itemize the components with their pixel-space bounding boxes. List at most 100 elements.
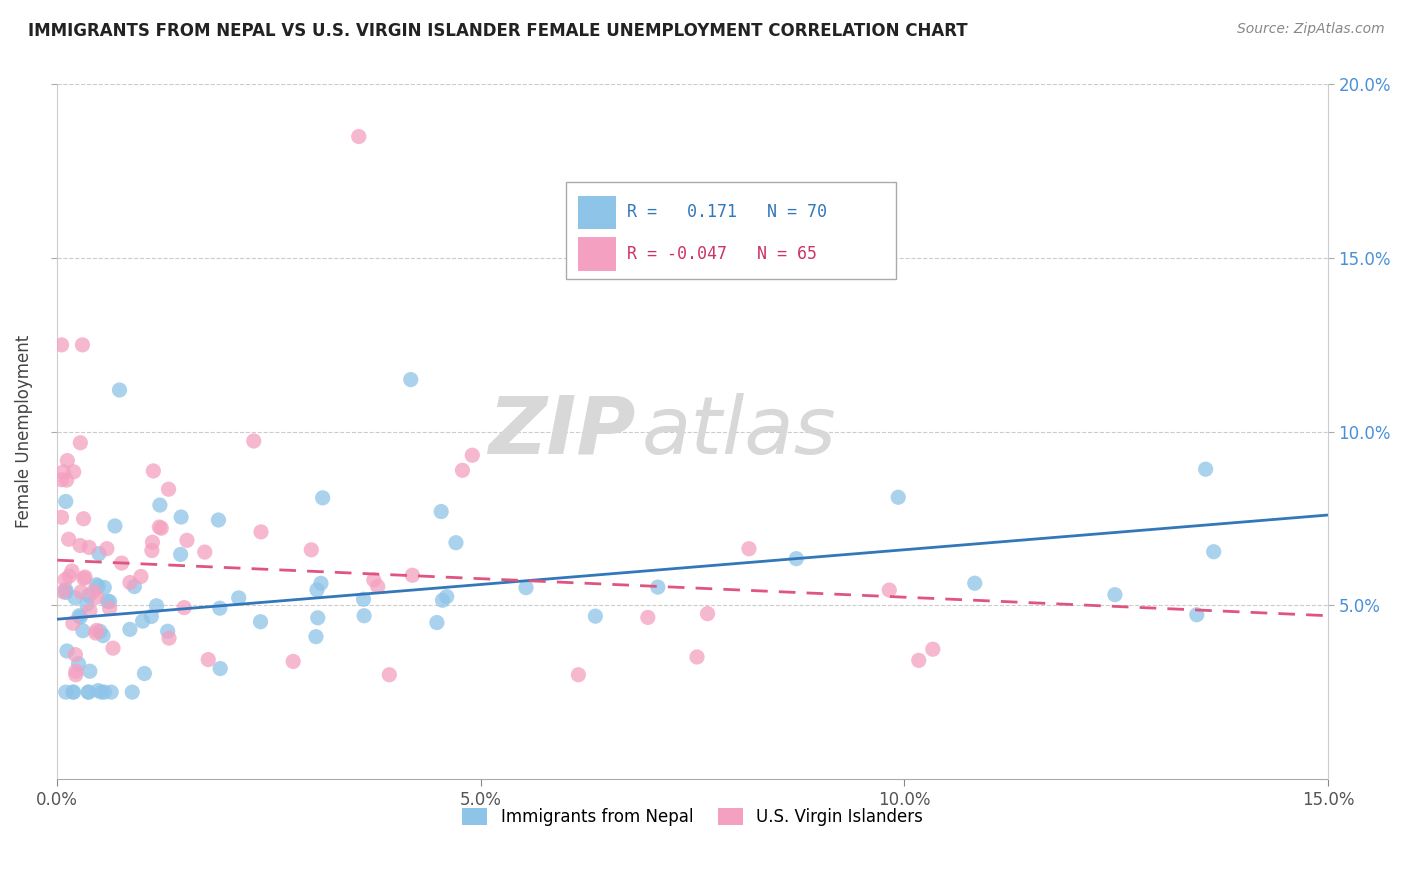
- Point: [69, 435, 91, 450]
- FancyBboxPatch shape: [565, 182, 896, 279]
- Point: [347, 129, 370, 144]
- Point: [90, 685, 112, 699]
- Point: [89, 624, 111, 639]
- Point: [353, 592, 375, 607]
- Point: [55, 685, 77, 699]
- Point: [637, 610, 659, 624]
- Point: [145, 599, 167, 613]
- Point: [87, 579, 110, 593]
- Point: [515, 581, 537, 595]
- Point: [108, 383, 131, 397]
- Point: [121, 685, 143, 699]
- Point: [194, 545, 217, 559]
- Point: [250, 524, 273, 539]
- Point: [55, 494, 77, 508]
- Point: [311, 491, 333, 505]
- Text: Source: ZipAtlas.com: Source: ZipAtlas.com: [1237, 22, 1385, 37]
- Point: [686, 650, 709, 665]
- Point: [134, 666, 156, 681]
- Point: [53, 573, 76, 587]
- Point: [87, 547, 110, 561]
- Point: [51, 473, 73, 487]
- Point: [62, 465, 84, 479]
- Point: [98, 595, 121, 609]
- Point: [129, 569, 152, 583]
- Point: [921, 642, 943, 657]
- Point: [96, 541, 118, 556]
- Point: [93, 685, 115, 699]
- Point: [696, 607, 718, 621]
- Point: [367, 580, 389, 594]
- Point: [63, 591, 86, 605]
- Point: [451, 463, 474, 477]
- Point: [197, 652, 219, 666]
- Point: [118, 575, 141, 590]
- Point: [228, 591, 250, 605]
- Point: [124, 580, 146, 594]
- Point: [104, 519, 127, 533]
- Point: [73, 570, 96, 584]
- Text: R =   0.171   N = 70: R = 0.171 N = 70: [627, 203, 827, 221]
- Point: [58, 533, 80, 547]
- Point: [169, 548, 191, 562]
- Point: [242, 434, 264, 448]
- Point: [62, 616, 84, 631]
- Point: [583, 609, 606, 624]
- Point: [118, 623, 141, 637]
- Point: [72, 624, 94, 638]
- Point: [60, 564, 83, 578]
- Point: [283, 655, 305, 669]
- Point: [58, 569, 80, 583]
- Point: [149, 498, 172, 512]
- Point: [96, 594, 118, 608]
- Point: [56, 453, 79, 467]
- Point: [91, 629, 114, 643]
- Point: [785, 551, 807, 566]
- Point: [86, 624, 108, 638]
- Point: [62, 685, 84, 699]
- Point: [156, 624, 179, 639]
- Point: [353, 608, 375, 623]
- Point: [141, 609, 163, 624]
- Point: [1104, 588, 1126, 602]
- Point: [401, 568, 423, 582]
- Point: [305, 630, 328, 644]
- Point: [77, 685, 100, 699]
- Point: [208, 601, 231, 615]
- Point: [1185, 607, 1208, 622]
- Point: [963, 576, 986, 591]
- Point: [101, 641, 124, 656]
- Point: [86, 577, 108, 591]
- Point: [72, 338, 94, 352]
- Point: [363, 573, 385, 587]
- Point: [76, 598, 98, 612]
- Point: [100, 685, 122, 699]
- Point: [436, 590, 458, 604]
- Point: [67, 608, 90, 623]
- Point: [83, 584, 105, 599]
- Y-axis label: Female Unemployment: Female Unemployment: [15, 335, 32, 528]
- Point: [176, 533, 198, 548]
- Point: [77, 541, 100, 555]
- Point: [426, 615, 449, 630]
- Point: [249, 615, 271, 629]
- Point: [62, 685, 84, 699]
- Point: [65, 664, 87, 678]
- Text: ZIP: ZIP: [488, 392, 636, 471]
- Point: [150, 521, 173, 535]
- Point: [51, 338, 73, 352]
- Point: [110, 556, 132, 570]
- Point: [79, 664, 101, 678]
- Point: [567, 667, 589, 681]
- Point: [56, 644, 79, 658]
- Point: [77, 588, 100, 602]
- Point: [378, 667, 401, 681]
- Point: [1194, 462, 1216, 476]
- Point: [69, 539, 91, 553]
- Point: [142, 464, 165, 478]
- Point: [67, 657, 90, 671]
- Point: [141, 535, 163, 549]
- Point: [299, 542, 322, 557]
- Point: [65, 648, 87, 662]
- Point: [77, 685, 100, 699]
